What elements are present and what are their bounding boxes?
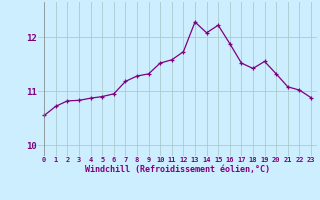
X-axis label: Windchill (Refroidissement éolien,°C): Windchill (Refroidissement éolien,°C) [85, 165, 270, 174]
